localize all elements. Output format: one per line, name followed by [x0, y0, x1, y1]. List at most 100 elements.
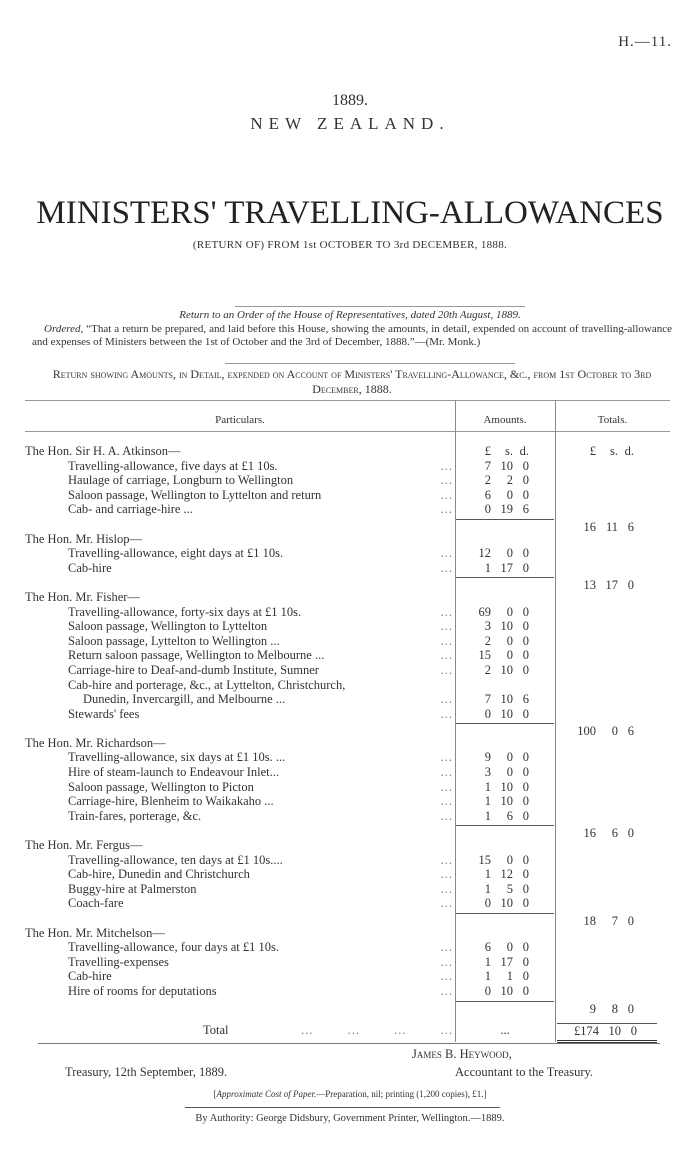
dot-leader: ...: [440, 458, 453, 473]
particulars-label: The Hon. Mr. Richardson—: [25, 735, 166, 750]
document-title: MINISTERS' TRAVELLING-ALLOWANCES: [36, 195, 664, 231]
amount-pounds: 0: [484, 502, 491, 517]
amount-pounds: 3: [484, 765, 491, 780]
table-row: Cab-hire... 1 1 0: [25, 969, 670, 984]
amount-pounds: 1: [484, 954, 491, 969]
particulars-label: Saloon passage, Wellington to Lyttelton: [68, 619, 268, 634]
amount-shillings: 0: [506, 750, 513, 765]
particulars-label: The Hon. Sir H. A. Atkinson—: [25, 444, 181, 458]
particulars-text: Travelling-allowance, four days at £1 10…: [25, 940, 455, 955]
table-row: The Hon. Mr. Fisher—: [25, 590, 670, 605]
amount-pounds: 2: [484, 662, 491, 677]
amount-pounds: 1: [484, 969, 491, 984]
particulars-label: Haulage of carriage, Longburn to Welling…: [68, 473, 294, 488]
amount-shillings: 0: [506, 940, 513, 955]
particulars-text: Coach-fare...: [25, 896, 455, 911]
amount-shillings: 0: [506, 765, 513, 780]
particulars-text: Saloon passage, Wellington to Lyttelton …: [25, 488, 455, 503]
table-row: Carriage-hire to Deaf-and-dumb Institute…: [25, 663, 670, 678]
amount-pence: 0: [522, 896, 529, 911]
particulars-text: The Hon. Sir H. A. Atkinson—: [25, 444, 455, 459]
particulars-label: The Hon. Mr. Fergus—: [25, 838, 143, 853]
dot-leader: ...: [440, 502, 453, 517]
subtotal-shillings: 6: [611, 826, 618, 841]
return-heading: Return showing Amounts, in Detail, expen…: [52, 367, 652, 396]
amount-pence: 0: [522, 969, 529, 984]
column-header-amounts: Amounts.: [483, 414, 527, 426]
table-row: Hire of steam-launch to Endeavour Inlet.…: [25, 765, 670, 780]
cost-text: —Preparation, nil; printing (1,200 copie…: [316, 1089, 484, 1099]
amount-shillings: 10: [500, 983, 514, 998]
table-row: Saloon passage, Wellington to Lyttelton …: [25, 488, 670, 503]
table-row: 100 0 6: [25, 721, 670, 738]
dot-leader: ... ... ... ...: [301, 1023, 453, 1038]
amount-pounds: 12: [478, 546, 492, 561]
subtotal-rule: [456, 577, 554, 579]
table-row: Dunedin, Invercargill, and Melbourne ...…: [25, 692, 670, 707]
amount-shillings: 10: [500, 794, 514, 809]
particulars-label: The Hon. Mr. Hislop—: [25, 531, 143, 546]
subtotal-pence: 0: [627, 578, 634, 593]
table-row: The Hon. Mr. Fergus—: [25, 838, 670, 853]
amount-shillings: 0: [506, 633, 513, 648]
subtotal-pounds: 16: [583, 826, 597, 841]
amount-shillings: 6: [506, 808, 513, 823]
particulars-text: Travelling-expenses...: [25, 955, 455, 970]
dot-leader: ...: [440, 648, 453, 663]
subtotal-rule: [456, 913, 554, 914]
amount-pounds: 1: [484, 808, 491, 823]
table-row: Saloon passage, Wellington to Picton... 1…: [25, 780, 670, 795]
amount-shillings: 0: [506, 852, 513, 867]
subtotal-shillings: 11: [605, 519, 618, 534]
amount-shillings: 19: [500, 502, 514, 517]
order-reference: Return to an Order of the House of Repre…: [179, 309, 521, 321]
country-title: NEW ZEALAND.: [250, 114, 450, 133]
subtotal-rule: [456, 825, 554, 827]
particulars-text: Saloon passage, Wellington to Lyttelton.…: [25, 619, 455, 634]
total-units-shillings: s.: [610, 444, 618, 458]
amount-pence: 0: [522, 954, 529, 969]
signatory-name: James B. Heywood,: [412, 1047, 512, 1061]
particulars-text: Travelling-allowance, forty-six days at …: [25, 605, 455, 620]
particulars-text: Stewards' fees...: [25, 707, 455, 722]
amount-pence: 0: [522, 706, 529, 721]
amount-pence: 0: [522, 808, 529, 823]
table-row: 16 6 0: [25, 823, 670, 841]
amount-shillings: 17: [500, 560, 514, 575]
amount-pounds: 0: [484, 706, 491, 721]
table-row: Stewards' fees... 0 10 0: [25, 707, 670, 722]
particulars-label: Cab-hire: [68, 969, 112, 984]
dot-leader: ...: [440, 765, 453, 780]
subtotal-pence: 6: [627, 519, 634, 534]
particulars-label: Cab- and carriage-hire ...: [68, 502, 193, 517]
amount-pounds: 7: [484, 458, 491, 473]
particulars-text: The Hon. Mr. Fergus—: [25, 838, 455, 853]
table-row: [25, 1013, 670, 1023]
particulars-text: Dunedin, Invercargill, and Melbourne ...…: [25, 692, 455, 707]
amount-pounds: 1: [484, 881, 491, 896]
grand-total-pence: 0: [630, 1024, 637, 1039]
amount-pence: 6: [522, 692, 529, 707]
particulars-label: Saloon passage, Wellington to Picton: [68, 779, 254, 794]
particulars-text: Travelling-allowance, eight days at £1 1…: [25, 546, 455, 561]
particulars-text: Hire of steam-launch to Endeavour Inlet.…: [25, 765, 455, 780]
subtotal-shillings: 8: [611, 1001, 618, 1016]
particulars-text: Haulage of carriage, Longburn to Welling…: [25, 473, 455, 488]
particulars-text: Cab-hire and porterage, &c., at Lyttelto…: [25, 678, 455, 693]
dot-leader: ...: [440, 692, 453, 707]
amount-pence: 0: [522, 867, 529, 882]
particulars-label: Travelling-allowance, forty-six days at …: [68, 604, 302, 619]
particulars-label: Carriage-hire, Blenheim to Waikakaho ...: [68, 794, 274, 809]
amount-pounds: 2: [484, 473, 491, 488]
amount-shillings: 0: [506, 546, 513, 561]
amount-pence: 0: [522, 940, 529, 955]
dot-leader: ...: [440, 546, 453, 561]
subtotal-rule: [456, 1000, 554, 1002]
dot-leader: ...: [440, 940, 453, 955]
table-row: 18 7 0: [25, 911, 670, 928]
dot-leader: ...: [440, 969, 453, 984]
subtotal-rule: [456, 723, 554, 725]
amount-shillings: 0: [506, 604, 513, 619]
table-row: Saloon passage, Wellington to Lyttelton.…: [25, 619, 670, 634]
amount-shillings: 0: [506, 487, 513, 502]
